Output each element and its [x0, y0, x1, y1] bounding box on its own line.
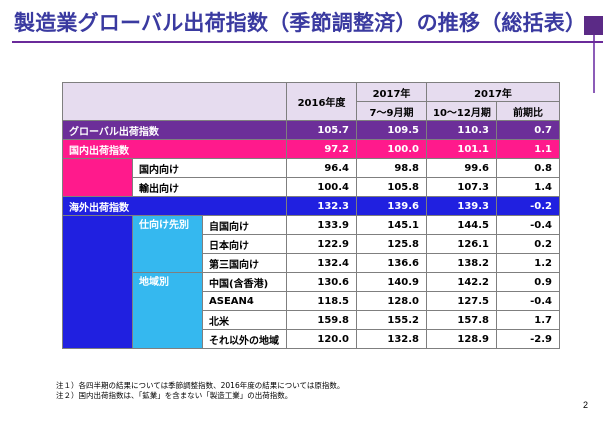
- cell-value: 110.3: [426, 120, 498, 140]
- footnote-1: 注１）各四半期の結果については季節調整指数、2016年度の結果については原指数。: [56, 381, 345, 390]
- row-label: ASEAN4: [201, 291, 288, 311]
- cell-value: 100.0: [356, 139, 428, 159]
- cell-value: 97.2: [286, 139, 358, 159]
- header-fy2016: 2016年度: [286, 82, 358, 121]
- cell-value: 155.2: [356, 310, 428, 330]
- cell-value: 0.7: [496, 120, 561, 140]
- cell-value: 126.1: [426, 234, 498, 254]
- row-label: 海外出荷指数: [61, 196, 288, 216]
- destination-group-label: 仕向け先別: [132, 215, 203, 273]
- footnotes: 注１）各四半期の結果については季節調整指数、2016年度の結果については原指数。…: [56, 381, 556, 401]
- footnote-2: 注２）国内出荷指数は、「鉱業」を含まない「製造工業」の出荷指数。: [56, 391, 293, 400]
- row-label: 輸出向け: [131, 177, 288, 197]
- cell-value: 142.2: [426, 272, 498, 292]
- row-label: 自国向け: [201, 215, 288, 235]
- cell-value: 122.9: [286, 234, 358, 254]
- cell-value: -2.9: [496, 329, 561, 349]
- header-2017-q4-year: 2017年: [426, 82, 561, 102]
- cell-value: 130.6: [286, 272, 358, 292]
- cell-value: 128.0: [356, 291, 428, 311]
- corner-line-top: [593, 35, 595, 41]
- overseas-indent-fill: [62, 215, 133, 349]
- cell-value: 0.2: [496, 234, 561, 254]
- table-row-own-country: 仕向け先別 自国向け 133.9 145.1 144.5 -0.4: [62, 215, 561, 349]
- region-group-label: 地域別: [132, 272, 203, 349]
- header-corner-cell: [61, 82, 288, 121]
- row-label: それ以外の地域: [201, 329, 288, 349]
- cell-value: 98.8: [356, 158, 428, 178]
- cell-value: 107.3: [426, 177, 498, 197]
- cell-value: 139.3: [426, 196, 498, 216]
- cell-value: 140.9: [356, 272, 428, 292]
- cell-value: 139.6: [356, 196, 428, 216]
- cell-value: 96.4: [286, 158, 358, 178]
- row-label: 第三国向け: [201, 253, 288, 273]
- title-underline: [12, 41, 580, 43]
- header-q3-period: 7～9月期: [356, 101, 428, 121]
- cell-value: 1.2: [496, 253, 561, 273]
- table-row-export-for: 輸出向け 100.4 105.8 107.3 1.4: [63, 177, 561, 197]
- cell-value: 105.7: [286, 120, 358, 140]
- cell-value: -0.2: [496, 196, 561, 216]
- title-underline-end: [580, 41, 603, 43]
- cell-value: 127.5: [426, 291, 498, 311]
- cell-value: 138.2: [426, 253, 498, 273]
- row-label: 日本向け: [201, 234, 288, 254]
- row-label: グローバル出荷指数: [61, 120, 288, 140]
- header-2017-q3-year: 2017年: [356, 82, 428, 102]
- row-label: 国内向け: [131, 158, 288, 178]
- summary-table: 2016年度 2017年 2017年 7～9月期 10～12月期 前期比 グロー…: [61, 82, 561, 349]
- row-label: 北米: [201, 310, 288, 330]
- cell-value: 144.5: [426, 215, 498, 235]
- cell-value: 99.6: [426, 158, 498, 178]
- page-title: 製造業グローバル出荷指数（季節調整済）の推移（総括表）: [14, 11, 587, 35]
- cell-value: 109.5: [356, 120, 428, 140]
- cell-value: 159.8: [286, 310, 358, 330]
- cell-value: 132.4: [286, 253, 358, 273]
- cell-value: 132.3: [286, 196, 358, 216]
- cell-value: -0.4: [496, 291, 561, 311]
- cell-value: 132.8: [356, 329, 428, 349]
- cell-value: 105.8: [356, 177, 428, 197]
- table-row-china: 地域別 中国(含香港) 130.6 140.9 142.2 0.9: [63, 272, 561, 349]
- cell-value: 0.8: [496, 158, 561, 178]
- row-label: 中国(含香港): [201, 272, 288, 292]
- table-row-other-regions: それ以外の地域 120.0 132.8 128.9 -2.9: [63, 329, 561, 349]
- cell-value: 145.1: [356, 215, 428, 235]
- row-label: 国内出荷指数: [61, 139, 288, 159]
- cell-value: 125.8: [356, 234, 428, 254]
- cell-value: 133.9: [286, 215, 358, 235]
- cell-value: 100.4: [286, 177, 358, 197]
- cell-value: 157.8: [426, 310, 498, 330]
- cell-value: 118.5: [286, 291, 358, 311]
- table-row-global: グローバル出荷指数 105.7 109.5 110.3 0.7: [61, 120, 561, 140]
- cell-value: 1.4: [496, 177, 561, 197]
- cell-value: 128.9: [426, 329, 498, 349]
- cell-value: 1.1: [496, 139, 561, 159]
- domestic-indent-fill: [62, 158, 133, 197]
- table-row-north-america: 北米 159.8 155.2 157.8 1.7: [63, 310, 561, 330]
- table-row-japan-for: 日本向け 122.9 125.8 126.1 0.2: [63, 234, 561, 254]
- cell-value: 120.0: [286, 329, 358, 349]
- page-number: 2: [583, 400, 589, 410]
- cell-value: 1.7: [496, 310, 561, 330]
- header-qoq: 前期比: [496, 101, 561, 121]
- header-q4-period: 10～12月期: [426, 101, 498, 121]
- cell-value: -0.4: [496, 215, 561, 235]
- table-row-overseas: 海外出荷指数 132.3 139.6 139.3 -0.2: [61, 196, 561, 216]
- header-row-1: 2016年度 2017年 2017年: [61, 82, 561, 121]
- cell-value: 0.9: [496, 272, 561, 292]
- cell-value: 136.6: [356, 253, 428, 273]
- cell-value: 101.1: [426, 139, 498, 159]
- table-row-domestic: 国内出荷指数 97.2 100.0 101.1 1.1: [61, 139, 561, 159]
- table-row-domestic-for: 国内向け 96.4 98.8 99.6 0.8: [62, 158, 561, 197]
- corner-decoration: [584, 16, 603, 35]
- table-row-third-country: 第三国向け 132.4 136.6 138.2 1.2: [63, 253, 561, 273]
- corner-line-bottom: [593, 43, 595, 93]
